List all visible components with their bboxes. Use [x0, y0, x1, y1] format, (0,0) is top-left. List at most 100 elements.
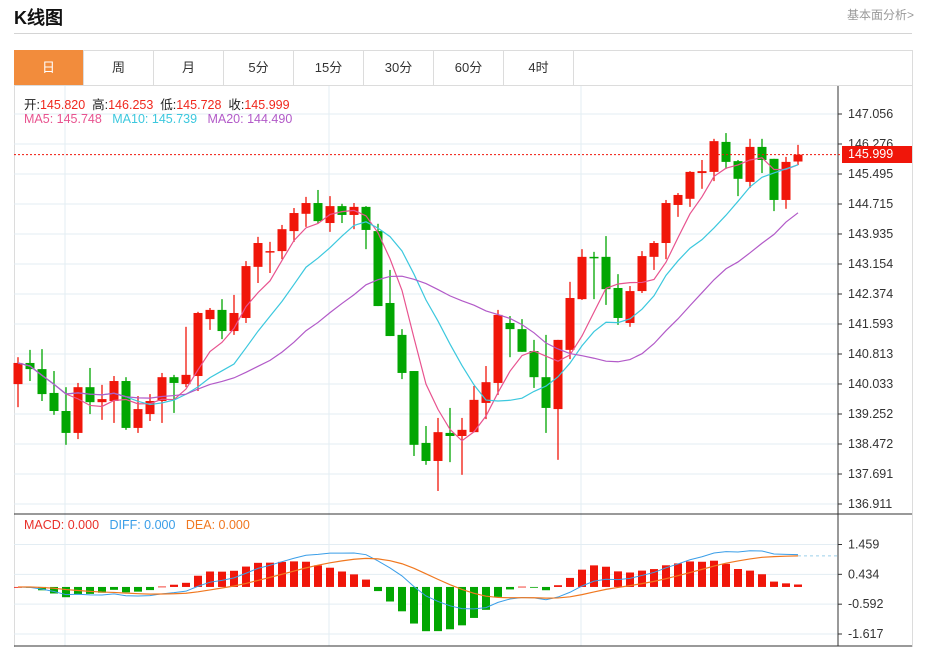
candle-down	[769, 158, 779, 200]
macd-bar-positive	[314, 565, 322, 587]
diff-line	[17, 550, 799, 610]
tab-15min[interactable]: 15分	[294, 50, 364, 85]
ma20-value: MA20: 144.490	[207, 112, 293, 126]
fundamental-analysis-link[interactable]: 基本面分析>	[846, 8, 914, 22]
candle-up	[685, 171, 695, 199]
macd-bar-positive	[662, 565, 670, 587]
page-title: K线图	[14, 8, 63, 28]
macd-bar-negative	[86, 586, 94, 594]
period-tabs: 日 周 月 5分 15分 30分 60分 4时	[14, 50, 574, 85]
macd-bar-negative	[434, 586, 442, 632]
tab-60min[interactable]: 60分	[434, 50, 504, 85]
candle-up	[673, 194, 683, 205]
candle-down	[61, 411, 71, 433]
macd-bar-positive	[554, 585, 562, 587]
candle-down	[337, 206, 347, 215]
macd-bar-positive	[362, 579, 370, 587]
candle-down	[601, 256, 611, 290]
candle-down	[313, 203, 323, 222]
candle-up	[253, 243, 263, 267]
candle-up	[553, 339, 563, 410]
macd-bar-positive	[218, 571, 226, 587]
candle-down	[421, 442, 431, 461]
macd-bar-negative	[134, 586, 142, 592]
tab-day[interactable]: 日	[14, 50, 84, 85]
macd-bar-positive	[230, 570, 238, 587]
price-tick-label: 137.691	[848, 467, 893, 481]
macd-bar-positive	[158, 586, 166, 588]
macd-bar-positive	[626, 572, 634, 587]
candle-up	[13, 362, 23, 385]
macd-bar-positive	[242, 566, 250, 587]
candle-up	[625, 291, 635, 323]
macd-bar-positive	[326, 567, 334, 587]
candle-up	[565, 297, 575, 350]
candle-up	[433, 432, 443, 461]
close-label: 收:	[228, 98, 245, 112]
candle-down	[49, 392, 59, 412]
macd-bar-positive	[770, 581, 778, 587]
price-tick-label: 144.715	[848, 197, 893, 211]
candle-down	[121, 381, 131, 428]
candle-up	[277, 229, 287, 252]
price-tick-label: 140.813	[848, 347, 893, 361]
macd-bar-negative	[482, 586, 490, 610]
dea-line	[17, 555, 799, 599]
candle-up	[457, 429, 467, 436]
macd-bar-positive	[566, 577, 574, 587]
macd-bar-negative	[146, 586, 154, 591]
tab-4hour[interactable]: 4时	[504, 50, 574, 85]
macd-bar-positive	[734, 569, 742, 587]
candle-up	[661, 203, 671, 244]
candle-up	[193, 312, 203, 377]
candle-up	[697, 171, 707, 174]
tab-30min[interactable]: 30分	[364, 50, 434, 85]
candle-down	[169, 377, 179, 383]
macd-legend: MACD: 0.000 DIFF: 0.000 DEA: 0.000	[24, 518, 250, 532]
candle-up	[229, 312, 239, 332]
candle-up	[145, 401, 155, 415]
high-value: 146.253	[108, 98, 154, 112]
candle-down	[505, 322, 515, 330]
candle-up	[493, 314, 503, 383]
chart-frame	[14, 50, 913, 647]
candle-down	[721, 141, 731, 162]
macd-bar-negative	[62, 586, 70, 598]
candle-down	[517, 329, 527, 352]
high-label: 高:	[92, 98, 109, 112]
candle-down	[757, 146, 767, 160]
macd-bar-negative	[98, 586, 106, 593]
candle-down	[445, 432, 455, 436]
candle-up	[637, 256, 647, 292]
header-divider	[14, 33, 912, 34]
candle-down	[385, 302, 395, 337]
candle-up	[133, 409, 143, 428]
open-value: 145.820	[39, 98, 86, 112]
candle-up	[241, 266, 251, 318]
macd-bar-positive	[290, 561, 298, 587]
macd-bar-positive	[602, 566, 610, 587]
candle-up	[469, 399, 479, 433]
tab-month[interactable]: 月	[154, 50, 224, 85]
macd-bar-positive	[686, 561, 694, 587]
ohlc-legend: 开:145.820 高:146.253 低:145.728 收:145.999	[24, 94, 290, 113]
macd-bar-negative	[542, 586, 550, 591]
candle-down	[529, 351, 539, 378]
tab-week[interactable]: 周	[84, 50, 154, 85]
candle-down	[613, 287, 623, 318]
macd-bar-positive	[590, 565, 598, 587]
macd-tick-label: 1.459	[848, 538, 879, 552]
macd-bar-negative	[122, 586, 130, 593]
macd-bar-positive	[794, 584, 802, 587]
tabs-divider	[14, 85, 912, 86]
macd-bar-negative	[374, 586, 382, 592]
ma20-line	[17, 212, 799, 399]
macd-bar-negative	[530, 586, 538, 588]
tab-5min[interactable]: 5分	[224, 50, 294, 85]
macd-bar-positive	[206, 571, 214, 587]
close-value: 145.999	[244, 98, 290, 112]
macd-bar-negative	[458, 586, 466, 626]
macd-bar-negative	[398, 586, 406, 612]
price-tick-label: 147.056	[848, 107, 893, 121]
